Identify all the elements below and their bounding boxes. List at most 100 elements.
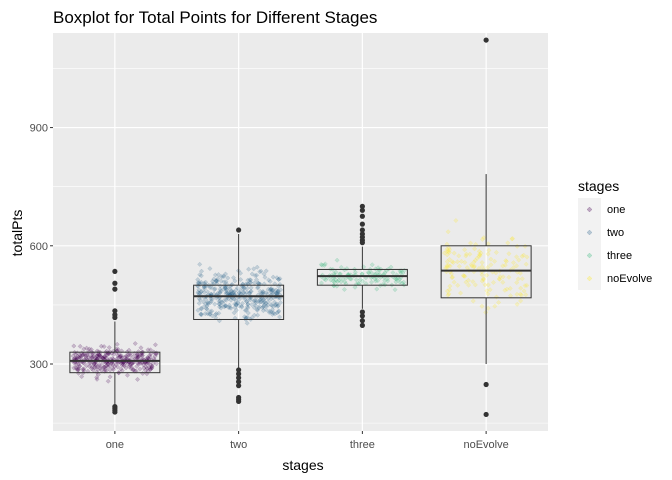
jitter-point <box>141 365 147 371</box>
jitter-point <box>85 354 91 360</box>
jitter-point <box>444 288 450 294</box>
jitter-point <box>472 246 478 252</box>
jitter-point <box>107 374 113 380</box>
jitter-point <box>106 344 112 351</box>
jitter-point <box>352 284 358 290</box>
jitter-point <box>453 217 459 224</box>
jitter-point <box>222 285 228 291</box>
jitter-point <box>150 361 156 367</box>
jitter-point <box>124 354 130 360</box>
jitter-point <box>247 289 254 295</box>
jitter-point <box>231 290 237 296</box>
jitter-point <box>201 284 207 290</box>
jitter-point <box>260 308 266 314</box>
jitter-point <box>102 353 108 359</box>
jitter-point <box>456 253 462 259</box>
jitter-point <box>444 246 450 252</box>
jitter-point <box>470 279 476 285</box>
outlier-point <box>236 379 242 385</box>
jitter-point <box>108 361 115 367</box>
jitter-point <box>196 296 202 302</box>
jitter-point <box>472 282 478 288</box>
jitter-point <box>195 307 201 313</box>
jitter-point <box>456 263 462 269</box>
jitter-point <box>243 289 250 295</box>
jitter-point <box>338 279 344 285</box>
jitter-point <box>275 303 281 309</box>
jitter-point <box>248 279 254 286</box>
outlier-point <box>359 309 365 315</box>
jitter-point <box>124 372 131 378</box>
jitter-point <box>127 352 133 358</box>
jitter-point <box>375 269 381 275</box>
jitter-point <box>275 309 281 315</box>
jitter-point <box>444 248 450 255</box>
jitter-point <box>449 275 455 281</box>
jitter-point <box>393 276 399 282</box>
outlier-point <box>112 280 118 286</box>
jitter-point <box>94 374 100 380</box>
jitter-point <box>447 283 453 289</box>
jitter-point <box>446 247 453 253</box>
jitter-point <box>447 263 453 269</box>
jitter-point <box>213 278 219 284</box>
jitter-point <box>509 235 516 242</box>
jitter-point <box>273 301 279 307</box>
jitter-point <box>205 289 211 295</box>
jitter-point <box>247 277 253 283</box>
jitter-point <box>84 352 90 358</box>
jitter-point <box>497 274 503 280</box>
jitter-point <box>269 287 275 294</box>
jitter-point <box>323 277 329 283</box>
jitter-point <box>255 298 261 305</box>
jitter-point <box>125 361 131 367</box>
jitter-point <box>221 304 227 310</box>
jitter-point <box>207 266 213 272</box>
jitter-point <box>137 366 143 372</box>
jitter-point <box>89 364 95 370</box>
jitter-point <box>225 304 232 310</box>
jitter-point <box>209 308 215 314</box>
outlier-point <box>359 203 365 209</box>
outlier-point <box>236 383 242 389</box>
jitter-point <box>480 276 487 282</box>
jitter-point <box>241 285 248 291</box>
jitter-point <box>450 259 456 266</box>
jitter-point <box>244 298 250 304</box>
jitter-point <box>149 363 155 369</box>
x-axis-title: stages <box>282 457 323 473</box>
jitter-point <box>474 255 480 261</box>
jitter-point <box>80 360 86 366</box>
jitter-point <box>135 354 142 360</box>
jitter-point <box>227 286 233 292</box>
jitter-point <box>129 360 135 366</box>
jitter-point <box>251 298 257 304</box>
jitter-point <box>97 352 103 358</box>
jitter-point <box>269 307 275 313</box>
jitter-point <box>482 282 488 288</box>
jitter-point <box>261 281 267 287</box>
jitter-point <box>94 353 100 359</box>
jitter-point <box>153 351 160 357</box>
jitter-point <box>241 284 247 290</box>
jitter-point <box>265 302 271 309</box>
jitter-point <box>262 274 268 280</box>
jitter-point <box>275 276 281 282</box>
jitter-point <box>203 301 209 307</box>
jitter-point <box>490 279 497 286</box>
jitter-point <box>106 351 112 357</box>
legend-label: noEvolve <box>607 273 652 285</box>
jitter-point <box>234 285 241 291</box>
jitter-point <box>263 300 269 307</box>
x-tick-label: three <box>350 439 375 451</box>
jitter-point <box>105 364 111 370</box>
jitter-point <box>524 282 530 288</box>
jitter-point <box>135 349 142 355</box>
jitter-point <box>92 364 99 370</box>
jitter-point <box>236 296 242 302</box>
jitter-point <box>260 300 266 306</box>
jitter-point <box>392 276 399 282</box>
jitter-point <box>198 311 204 317</box>
jitter-point <box>213 278 220 284</box>
